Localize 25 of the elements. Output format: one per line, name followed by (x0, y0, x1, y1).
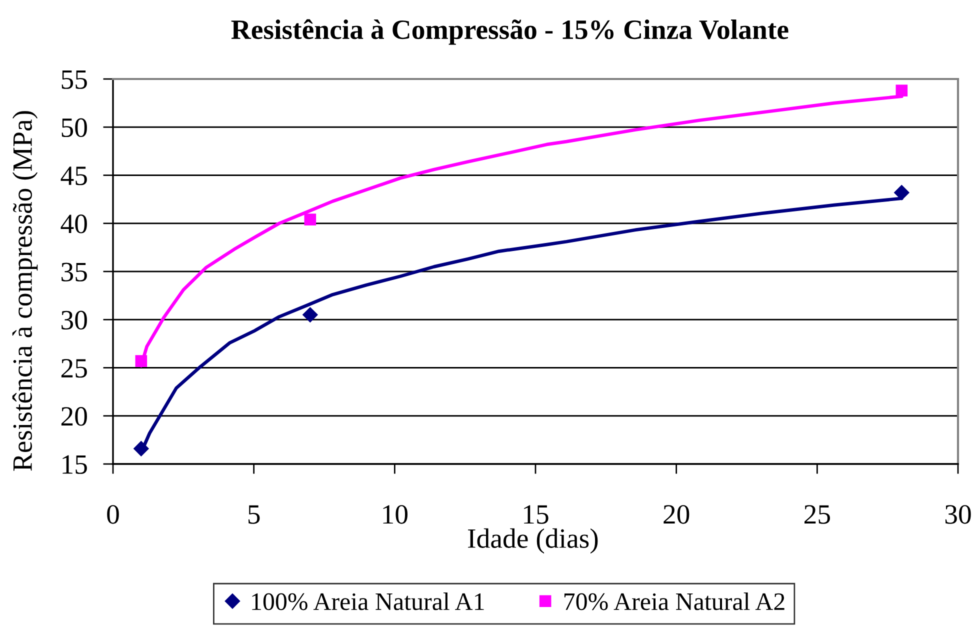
x-tick-label: 0 (107, 505, 119, 524)
x-tick-label: 20 (664, 505, 690, 524)
y-tick-label: 35 (62, 262, 87, 282)
y-tick-label: 20 (61, 407, 87, 426)
y-tick-label: 45 (60, 166, 87, 186)
y-axis-title: Resistência à compressão (MPa) (12, 111, 38, 471)
y-tick-label: 25 (61, 358, 87, 378)
y-tick-label: 40 (60, 214, 87, 234)
y-tick-label: 30 (62, 310, 87, 330)
point (896, 84, 908, 96)
chart-title: Resistência à Compressão - 15% Cinza Volante (231, 19, 788, 45)
x-tick-label: 5 (248, 505, 260, 524)
x-tick-label: 15 (524, 505, 548, 524)
legend-label: 70% Areia Natural A2 (564, 592, 784, 610)
point (304, 214, 316, 226)
y-tick-label: 50 (62, 118, 87, 138)
y-tick-label: 15 (62, 455, 87, 474)
x-axis-title: Idade (dias) (468, 528, 598, 554)
x-tick-label: 30 (945, 505, 971, 524)
x-tick-label: 10 (383, 505, 408, 524)
point (894, 184, 910, 200)
x-tick-label: 25 (804, 505, 830, 524)
y-tick-label: 55 (62, 70, 87, 89)
point (302, 306, 318, 323)
legend-label: 100% Areia Natural A1 (252, 592, 484, 610)
